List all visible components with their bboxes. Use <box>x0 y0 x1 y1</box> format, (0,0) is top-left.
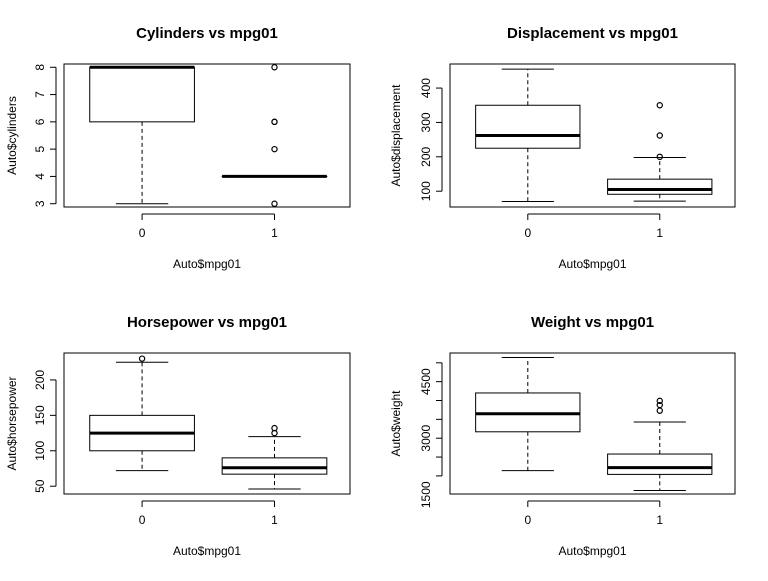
y-axis-title: Auto$horsepower <box>5 376 19 470</box>
y-tick-label: 4500 <box>419 368 433 395</box>
y-axis: 1500 3000 4500 <box>419 363 442 508</box>
x-tick-label: 1 <box>656 226 663 240</box>
box-iqr <box>608 454 712 474</box>
outlier-point <box>139 356 144 361</box>
y-axis: 3 4 5 6 7 8 <box>33 64 56 207</box>
y-tick-label: 150 <box>33 405 47 425</box>
x-tick-label: 1 <box>271 226 278 240</box>
x-tick-label: 0 <box>524 513 531 527</box>
chart-title: Displacement vs mpg01 <box>507 25 678 42</box>
box-iqr <box>222 458 327 474</box>
outlier-point <box>272 147 277 152</box>
chart-title: Weight vs mpg01 <box>531 314 654 331</box>
y-tick-label: 6 <box>33 118 47 125</box>
outlier-point <box>272 65 277 70</box>
y-tick-label: 200 <box>33 370 47 390</box>
x-axis-title: Auto$mpg01 <box>173 257 241 271</box>
x-axis-title: Auto$mpg01 <box>558 544 626 558</box>
box-group-0 <box>476 69 580 201</box>
outlier-point <box>657 103 662 108</box>
box-group-0 <box>90 356 195 471</box>
x-tick-label: 0 <box>524 226 531 240</box>
y-axis-title: Auto$weight <box>389 390 403 457</box>
box-group-0 <box>90 67 195 203</box>
box-group-1 <box>608 398 712 490</box>
outlier-point <box>272 201 277 206</box>
outlier-point <box>272 119 277 124</box>
chart-title: Cylinders vs mpg01 <box>136 25 278 42</box>
x-axis-title: Auto$mpg01 <box>558 257 626 271</box>
y-axis: 100 200 300 400 <box>419 78 442 201</box>
outlier-point <box>657 154 662 159</box>
y-tick-label: 200 <box>419 146 433 166</box>
y-tick-label: 5 <box>33 145 47 152</box>
box-group-0 <box>476 358 580 471</box>
box-group-1 <box>222 65 327 207</box>
x-axis-title: Auto$mpg01 <box>173 544 241 558</box>
y-tick-label: 3000 <box>419 425 433 452</box>
y-axis-title: Auto$cylinders <box>5 96 19 175</box>
chart-title: Horsepower vs mpg01 <box>127 314 287 331</box>
y-tick-label: 3 <box>33 200 47 207</box>
outlier-point <box>657 408 662 413</box>
y-axis-title: Auto$displacement <box>389 84 403 187</box>
y-tick-label: 100 <box>33 440 47 460</box>
y-tick-label: 100 <box>419 181 433 201</box>
box-iqr <box>476 105 580 148</box>
y-tick-label: 300 <box>419 112 433 132</box>
y-tick-label: 7 <box>33 91 47 98</box>
box-iqr <box>90 67 195 122</box>
box-group-1 <box>222 426 327 490</box>
box-group-1 <box>608 103 712 202</box>
y-tick-label: 400 <box>419 78 433 98</box>
x-tick-label: 1 <box>271 513 278 527</box>
x-tick-label: 0 <box>139 226 146 240</box>
y-axis: 50 100 150 200 <box>33 370 56 493</box>
x-tick-label: 1 <box>656 513 663 527</box>
y-tick-label: 1500 <box>419 481 433 508</box>
box-iqr <box>608 179 712 194</box>
x-tick-label: 0 <box>139 513 146 527</box>
outlier-point <box>657 133 662 138</box>
y-tick-label: 4 <box>33 173 47 180</box>
y-tick-label: 8 <box>33 64 47 71</box>
y-tick-label: 50 <box>33 479 47 493</box>
